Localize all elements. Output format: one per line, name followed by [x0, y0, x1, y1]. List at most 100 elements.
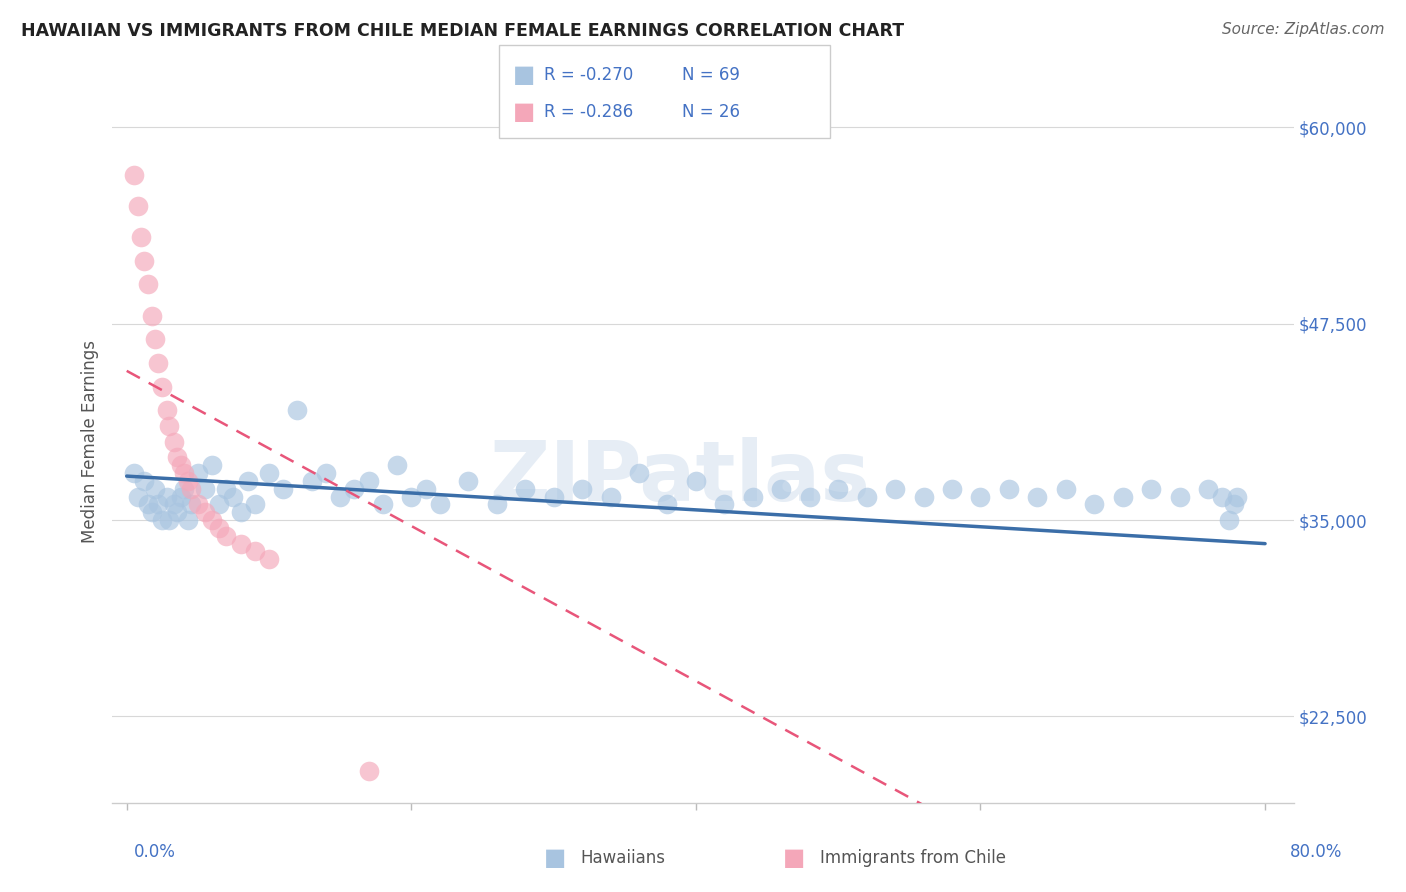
Point [143, 482, 166, 496]
Point [599, 490, 621, 504]
Point [415, 482, 437, 496]
Text: 80.0%: 80.0% [1291, 843, 1343, 861]
Text: Immigrants from Chile: Immigrants from Chile [820, 849, 1005, 867]
Point [770, 482, 793, 496]
Point [741, 490, 763, 504]
Point [143, 333, 166, 347]
Point [222, 490, 245, 504]
Point [122, 168, 145, 182]
Text: ■: ■ [783, 847, 806, 870]
Point [132, 253, 155, 268]
Point [315, 466, 337, 480]
Point [180, 497, 202, 511]
Point [627, 466, 650, 480]
Point [401, 490, 423, 504]
Point [155, 490, 177, 504]
Point [129, 230, 152, 244]
Point [229, 505, 252, 519]
Point [713, 497, 735, 511]
Point [141, 309, 163, 323]
Point [150, 513, 173, 527]
Point [271, 482, 294, 496]
Point [543, 490, 565, 504]
Point [1140, 482, 1163, 496]
Text: ■: ■ [544, 847, 567, 870]
Point [799, 490, 821, 504]
Point [177, 513, 200, 527]
Point [1054, 482, 1077, 496]
Point [163, 434, 186, 449]
Point [371, 497, 394, 511]
Point [287, 403, 309, 417]
Point [357, 474, 380, 488]
Point [229, 536, 252, 550]
Point [146, 497, 169, 511]
Point [187, 466, 209, 480]
Text: 0.0%: 0.0% [134, 843, 176, 861]
Point [208, 521, 231, 535]
Point [166, 505, 188, 519]
Point [136, 277, 159, 292]
Text: R = -0.286: R = -0.286 [544, 103, 633, 121]
Point [457, 474, 479, 488]
Point [150, 379, 173, 393]
Point [1211, 490, 1233, 504]
Point [969, 490, 991, 504]
Point [208, 497, 231, 511]
Point [685, 474, 707, 488]
Text: ■: ■ [513, 100, 536, 124]
Point [155, 403, 177, 417]
Point [855, 490, 877, 504]
Point [170, 490, 193, 504]
Point [1226, 490, 1249, 504]
Point [215, 482, 238, 496]
Point [146, 356, 169, 370]
Text: N = 69: N = 69 [682, 66, 740, 84]
Point [827, 482, 849, 496]
Point [385, 458, 408, 472]
Point [122, 466, 145, 480]
Y-axis label: Median Female Earnings: Median Female Earnings [80, 340, 98, 543]
Point [180, 482, 202, 496]
Point [127, 490, 149, 504]
Point [243, 497, 266, 511]
Point [657, 497, 679, 511]
Text: HAWAIIAN VS IMMIGRANTS FROM CHILE MEDIAN FEMALE EARNINGS CORRELATION CHART: HAWAIIAN VS IMMIGRANTS FROM CHILE MEDIAN… [21, 22, 904, 40]
Point [485, 497, 508, 511]
Point [343, 482, 366, 496]
Text: Source: ZipAtlas.com: Source: ZipAtlas.com [1222, 22, 1385, 37]
Point [1026, 490, 1049, 504]
Point [257, 552, 280, 566]
Point [998, 482, 1021, 496]
Point [357, 764, 380, 779]
Point [173, 482, 195, 496]
Point [157, 513, 180, 527]
Point [941, 482, 963, 496]
Text: R = -0.270: R = -0.270 [544, 66, 633, 84]
Point [157, 418, 180, 433]
Point [215, 529, 238, 543]
Point [177, 474, 200, 488]
Text: ■: ■ [513, 62, 536, 87]
Point [1112, 490, 1135, 504]
Point [173, 466, 195, 480]
Point [201, 458, 224, 472]
Point [243, 544, 266, 558]
Point [429, 497, 451, 511]
Point [1218, 513, 1240, 527]
Point [132, 474, 155, 488]
Text: Hawaiians: Hawaiians [581, 849, 665, 867]
Point [187, 497, 209, 511]
Point [194, 505, 217, 519]
Text: N = 26: N = 26 [682, 103, 740, 121]
Point [884, 482, 907, 496]
Point [201, 513, 224, 527]
Point [136, 497, 159, 511]
Point [301, 474, 323, 488]
Point [329, 490, 352, 504]
Point [257, 466, 280, 480]
Point [571, 482, 593, 496]
Point [1083, 497, 1105, 511]
Point [194, 482, 217, 496]
Point [1197, 482, 1219, 496]
